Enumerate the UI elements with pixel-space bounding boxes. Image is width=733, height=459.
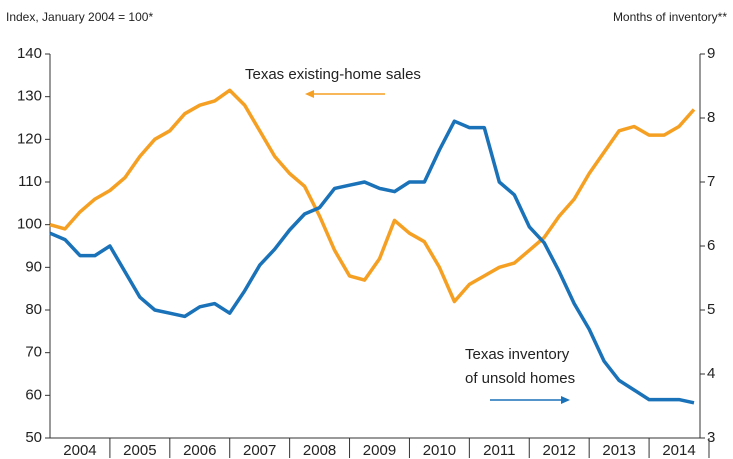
x-tick-label: 2014 — [662, 442, 695, 459]
y-tick-label: 90 — [25, 258, 42, 275]
y2-tick-label: 5 — [707, 301, 715, 318]
series-line — [49, 119, 695, 405]
y-tick-label: 110 — [18, 173, 42, 190]
y2-tick-label: 3 — [707, 429, 715, 446]
y-axis-title: Index, January 2004 = 100* — [6, 10, 153, 24]
y-tick-label: 100 — [17, 216, 42, 233]
y-tick-label: 60 — [25, 386, 42, 403]
x-tick-label: 2006 — [183, 442, 216, 459]
y2-tick-label: 6 — [707, 237, 715, 254]
annotation: of unsold homes — [465, 370, 575, 387]
annotation: Texas existing-home sales — [245, 66, 421, 83]
annotation: Texas inventory — [465, 346, 570, 363]
y2-tick-label: 9 — [707, 45, 715, 62]
x-tick-label: 2008 — [303, 442, 336, 459]
y-tick-label: 140 — [17, 45, 42, 62]
arrow-head — [561, 396, 570, 404]
y-tick-label: 80 — [25, 301, 42, 318]
y-tick-label: 130 — [17, 88, 42, 105]
y-tick-label: 50 — [25, 429, 42, 446]
x-tick-label: 2005 — [123, 442, 156, 459]
y-tick-label: 120 — [17, 130, 42, 147]
y2-tick-label: 4 — [707, 365, 715, 382]
x-tick-label: 2011 — [483, 442, 515, 459]
x-tick-label: 2012 — [543, 442, 576, 459]
y-tick-label: 70 — [25, 344, 42, 361]
series-line — [49, 88, 696, 304]
x-tick-label: 2004 — [63, 442, 96, 459]
y2-axis-title: Months of inventory** — [613, 10, 727, 24]
x-tick-label: 2013 — [602, 442, 635, 459]
x-tick-label: 2007 — [243, 442, 276, 459]
arrow-head — [305, 90, 314, 98]
y2-tick-label: 8 — [707, 109, 715, 126]
x-tick-label: 2010 — [423, 442, 456, 459]
x-tick-label: 2009 — [363, 442, 396, 459]
y2-tick-label: 7 — [707, 173, 715, 190]
